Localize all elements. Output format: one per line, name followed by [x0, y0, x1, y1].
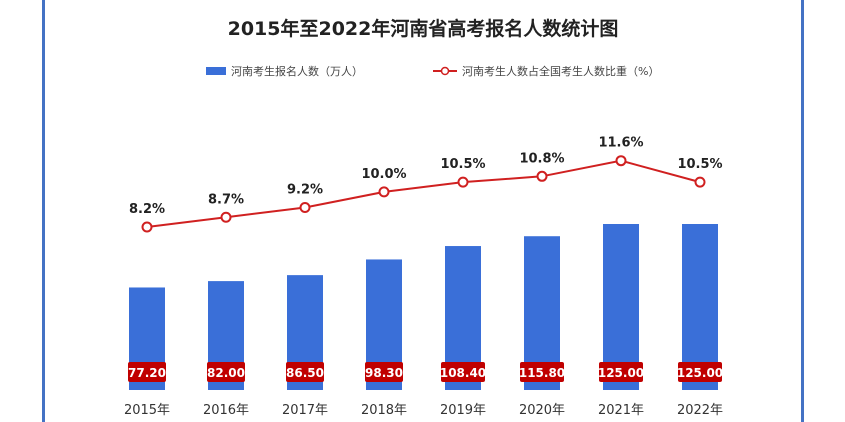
line-label-3: 10.0% — [361, 167, 406, 182]
value-label-box-3 — [365, 362, 403, 382]
x-axis-ticks: 2015年 2016年 2017年 2018年 2019年 2020年 2021年 2022年 — [124, 403, 723, 418]
x-tick-2: 2017年 — [282, 403, 328, 418]
line-point-1 — [220, 211, 232, 223]
x-tick-1: 2016年 — [203, 403, 249, 418]
line-point-0 — [141, 221, 153, 233]
x-tick-0: 2015年 — [124, 403, 170, 418]
line-label-0: 8.2% — [129, 202, 165, 217]
value-label-2: 86.50 — [286, 366, 324, 380]
line-label-7: 10.5% — [677, 157, 722, 172]
value-label-0: 77.20 — [128, 366, 166, 380]
line-point-3 — [378, 186, 390, 198]
line-label-4: 10.5% — [440, 157, 485, 172]
legend-bar-label: 河南考生报名人数（万人） — [231, 64, 363, 78]
x-tick-3: 2018年 — [361, 403, 407, 418]
line-label-1: 8.7% — [208, 192, 244, 207]
x-tick-5: 2020年 — [519, 403, 565, 418]
frame-right-border — [801, 0, 804, 422]
chart-title: 2015年至2022年河南省高考报名人数统计图 — [227, 18, 619, 40]
frame-left-border — [42, 0, 45, 422]
share-line — [146, 159, 701, 228]
value-label-box-6 — [599, 362, 643, 382]
value-label-box-4 — [441, 362, 485, 382]
line-label-2: 9.2% — [287, 183, 323, 198]
legend-bar-swatch — [206, 67, 226, 75]
value-label-7: 125.00 — [677, 366, 723, 380]
value-label-1: 82.00 — [207, 366, 245, 380]
value-label-4: 108.40 — [440, 366, 486, 380]
line-label-5: 10.8% — [519, 151, 564, 166]
line-point-7 — [694, 176, 706, 188]
value-label-box-5 — [520, 362, 564, 382]
bar-value-labels: 77.20 82.00 86.50 98.30 108.40 115.80 125.00 12… — [128, 362, 723, 382]
x-tick-6: 2021年 — [598, 403, 644, 418]
line-label-6: 11.6% — [598, 136, 643, 151]
line-point-5 — [536, 170, 548, 182]
line-point-6 — [615, 155, 627, 167]
line-point-2 — [299, 202, 311, 213]
value-label-6: 125.00 — [598, 366, 644, 380]
value-label-3: 98.30 — [365, 366, 403, 380]
legend-line-label: 河南考生人数占全国考生人数比重（%） — [462, 64, 659, 78]
x-tick-7: 2022年 — [677, 403, 723, 418]
legend: 河南考生报名人数（万人） 河南考生人数占全国考生人数比重（%） — [206, 64, 659, 78]
legend-line-marker — [440, 66, 450, 76]
value-label-box-0 — [128, 362, 166, 382]
value-label-box-1 — [207, 362, 245, 382]
value-label-box-7 — [678, 362, 722, 382]
x-tick-4: 2019年 — [440, 403, 486, 418]
value-label-box-2 — [286, 362, 324, 382]
value-label-5: 115.80 — [519, 366, 565, 380]
line-point-4 — [457, 176, 469, 188]
line-series: 8.2% 8.7% 9.2% 10.0% 10.5% 10.8% 11.6% 10.5% — [129, 136, 723, 233]
